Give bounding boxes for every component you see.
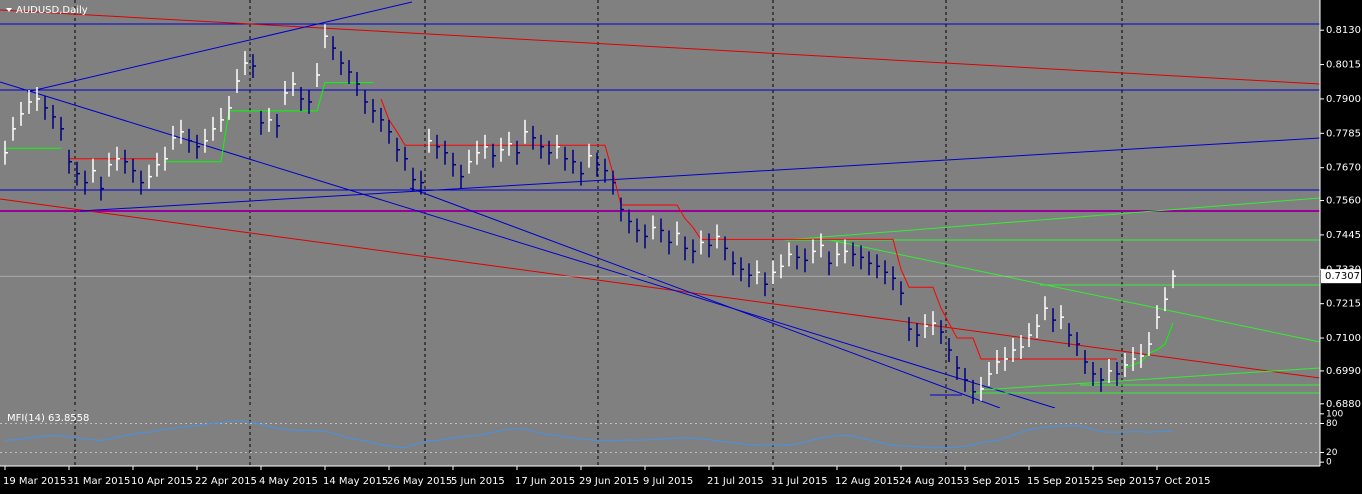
symbol-title: AUDUSD,Daily: [16, 5, 88, 16]
x-tick-label: 5 Jun 2015: [451, 476, 505, 487]
trendlines: [0, 1, 1320, 408]
x-tick-label: 17 Jun 2015: [515, 476, 575, 487]
x-tick-label: 25 Sep 2015: [1091, 476, 1154, 487]
x-tick-label: 10 Apr 2015: [131, 476, 193, 487]
x-tick-label: 3 Sep 2015: [963, 476, 1020, 487]
x-tick-label: 31 Mar 2015: [67, 476, 130, 487]
y-tick-label: 0.7560: [1326, 196, 1361, 207]
indicator-title: MFI(14) 63.8558: [7, 413, 89, 424]
indicator-pane: [0, 410, 1320, 466]
x-tick-label: 26 May 2015: [387, 476, 452, 487]
x-tick-label: 21 Jul 2015: [707, 476, 764, 487]
last-price-label: 0.7307: [1325, 271, 1360, 282]
mfi-line: [4, 420, 1174, 449]
x-tick-label: 4 May 2015: [259, 476, 318, 487]
x-tick-label: 24 Aug 2015: [899, 476, 963, 487]
y-tick-label: 0.8130: [1326, 25, 1361, 36]
x-tick-label: 19 Mar 2015: [3, 476, 66, 487]
y-tick-label: 0.6880: [1326, 399, 1361, 410]
x-tick-label: 7 Oct 2015: [1155, 476, 1210, 487]
x-tick-label: 29 Jun 2015: [579, 476, 639, 487]
indicator-line: [69, 98, 1117, 360]
y-tick-label: 0: [1326, 458, 1332, 468]
x-tick-label: 31 Jul 2015: [771, 476, 828, 487]
y-tick-label: 0.6990: [1326, 366, 1361, 377]
y-tick-label: 0.7670: [1326, 163, 1361, 174]
y-tick-label: 100: [1326, 409, 1343, 419]
x-tick-label: 14 May 2015: [323, 476, 388, 487]
x-tick-label: 22 Apr 2015: [195, 476, 257, 487]
x-tick-label: 12 Aug 2015: [835, 476, 899, 487]
y-tick-label: 20: [1326, 448, 1338, 458]
last-price-box: [1321, 269, 1361, 284]
y-tick-label: 0.7215: [1326, 299, 1361, 310]
y-tick-label: 80: [1326, 419, 1338, 429]
y-tick-label: 0.8015: [1326, 60, 1361, 71]
y-tick-label: 0.7445: [1326, 230, 1361, 241]
x-tick-label: 9 Jul 2015: [643, 476, 693, 487]
x-tick-label: 15 Sep 2015: [1027, 476, 1090, 487]
menu-arrow[interactable]: [6, 8, 12, 12]
price-pane: [0, 0, 1320, 408]
y-tick-label: 0.7785: [1326, 128, 1361, 139]
y-tick-label: 0.7900: [1326, 94, 1361, 105]
y-tick-label: 0.7100: [1326, 333, 1361, 344]
